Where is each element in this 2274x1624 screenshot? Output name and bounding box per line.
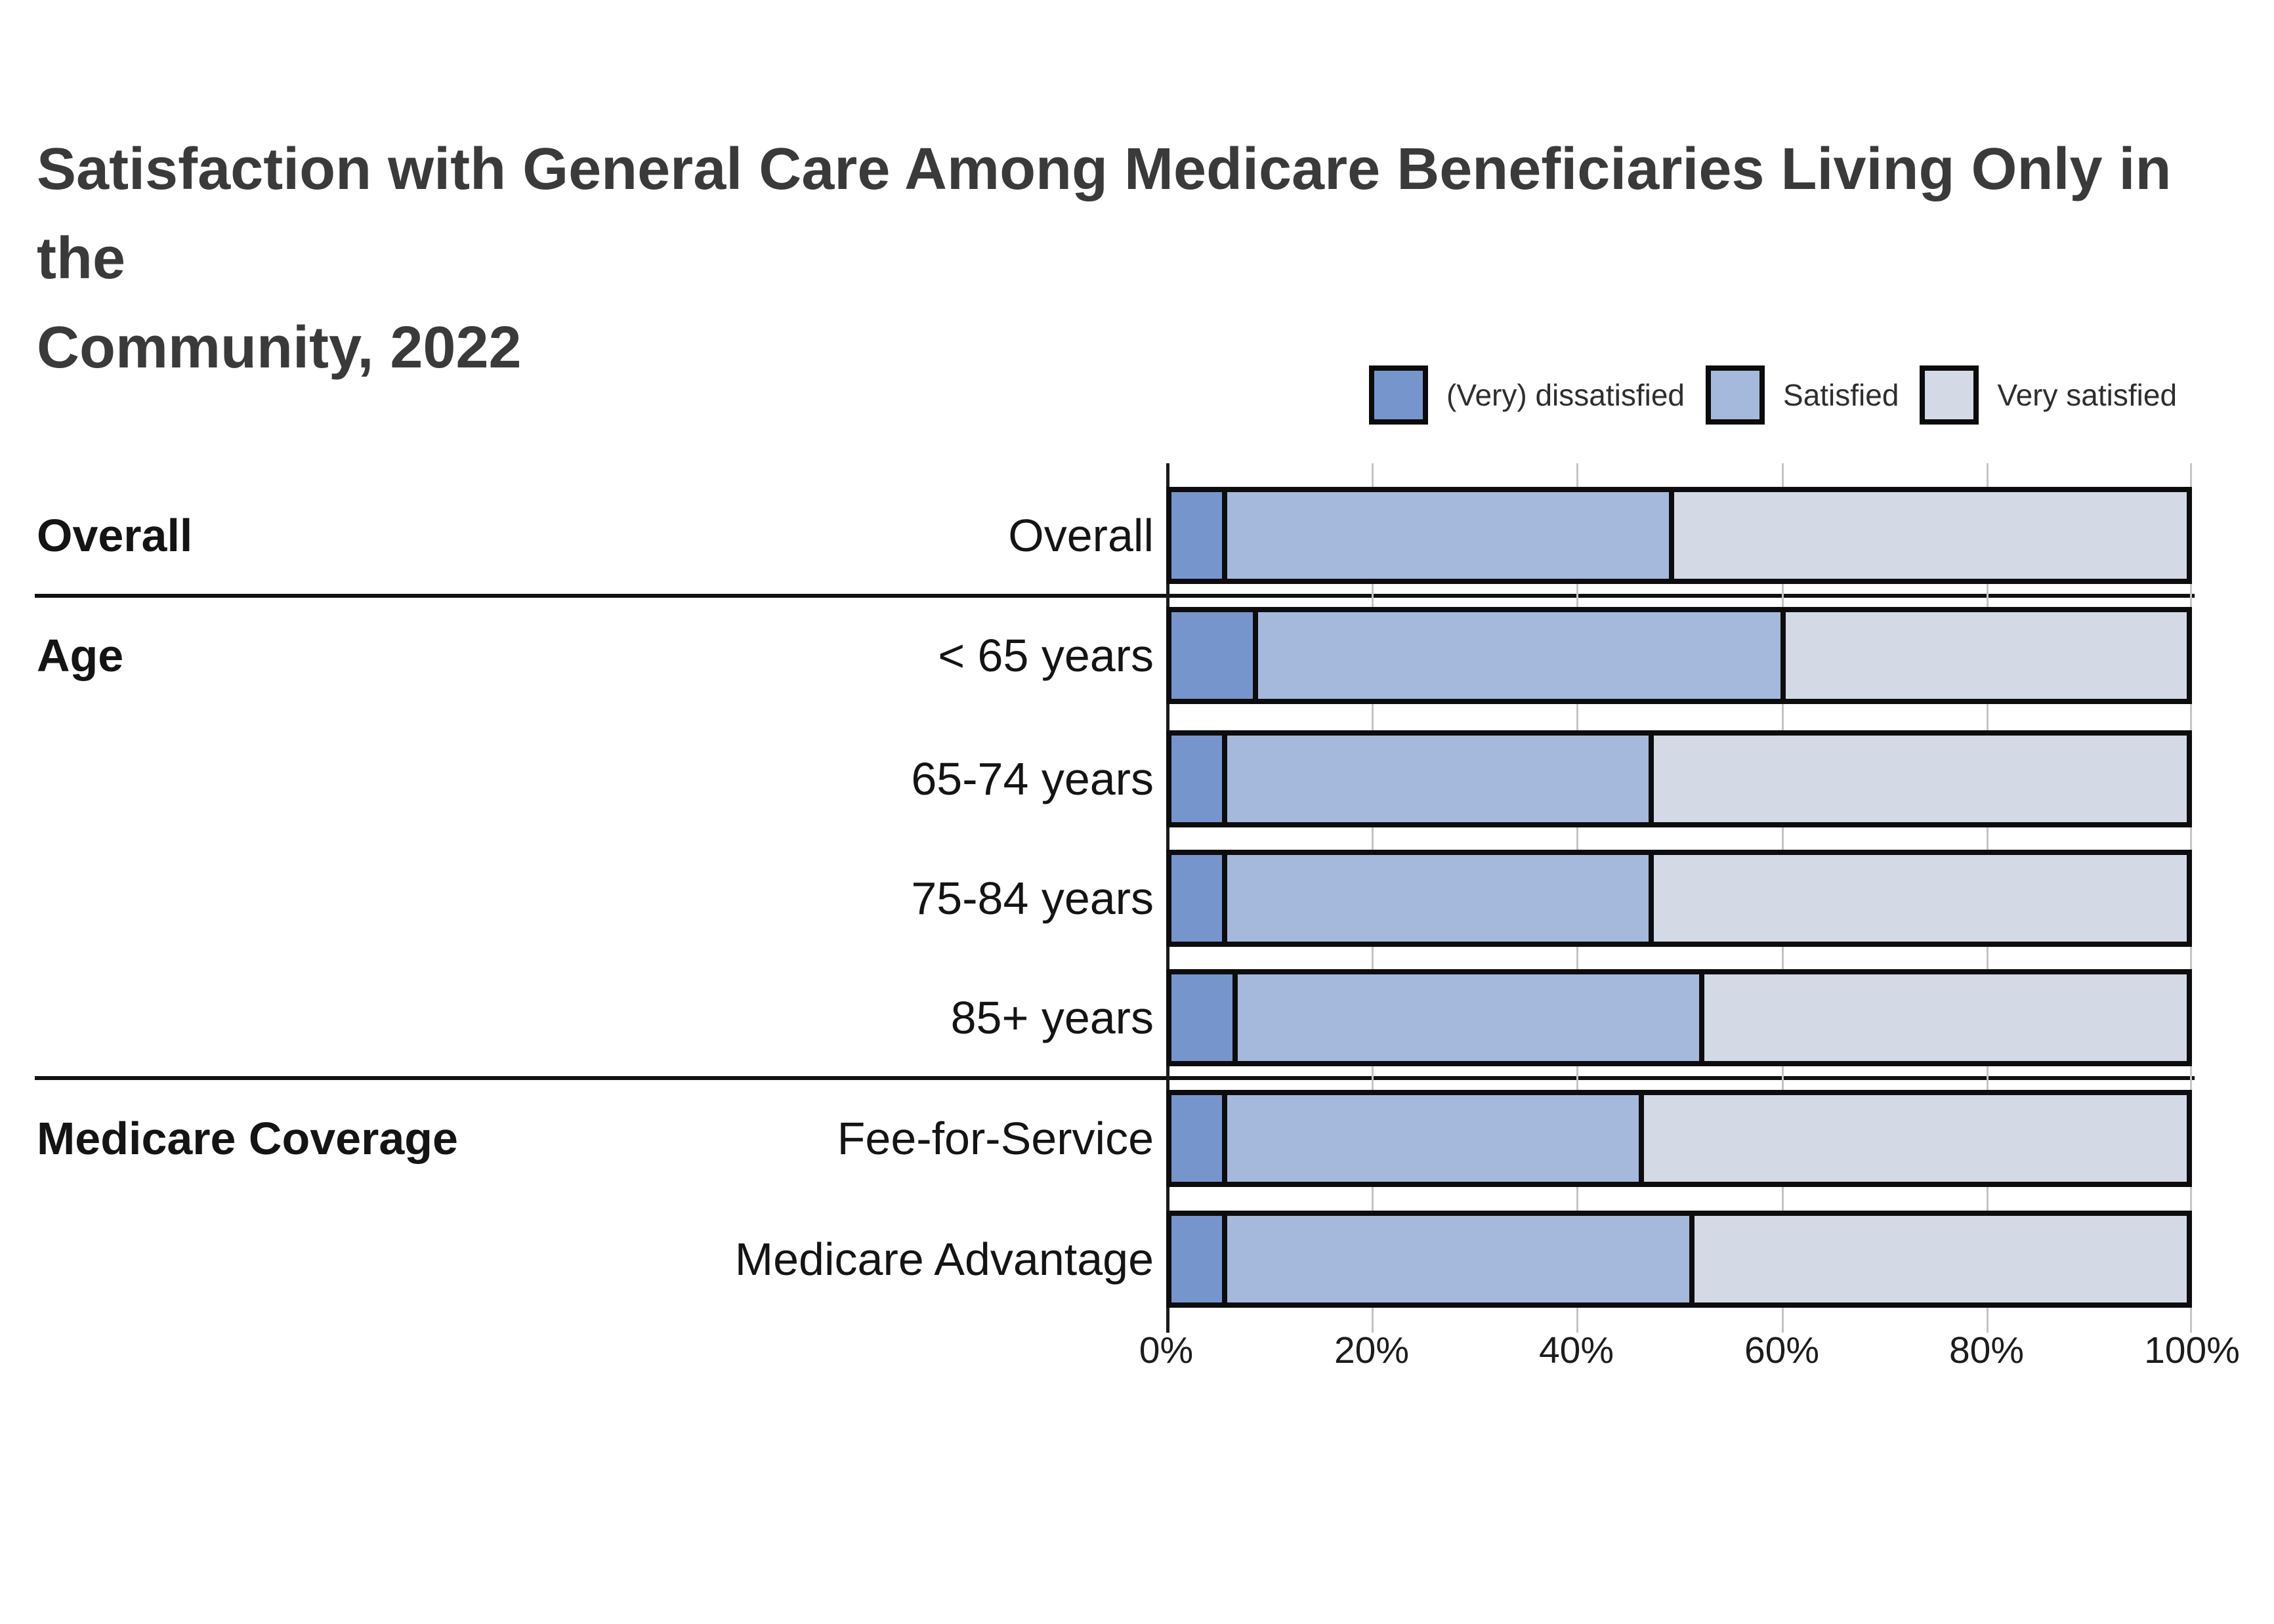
section-separator (35, 1076, 2195, 1080)
bar-segment-dissatisfied (1171, 974, 1232, 1061)
legend-label: (Very) dissatisfied (1446, 378, 1685, 412)
bar-segment-very-satisfied (1649, 736, 2187, 822)
bar-segment-satisfied (1232, 974, 1700, 1061)
legend-item-very-satisfied: Very satisfied (1920, 365, 2177, 425)
row-label-65-74: 65-74 years (911, 753, 1154, 804)
bar-85-plus (1166, 969, 2192, 1066)
section-label-overall: Overall (37, 510, 193, 561)
x-tick-0: 0% (1139, 1329, 1194, 1371)
legend-swatch-dissatisfied-icon (1369, 365, 1428, 425)
legend-label: Satisfied (1783, 378, 1899, 412)
bar-fee-for-service (1166, 1090, 2192, 1187)
bar-segment-very-satisfied (1669, 492, 2187, 579)
bar-segment-dissatisfied (1171, 1095, 1223, 1182)
bar-65-74 (1166, 730, 2192, 827)
bar-segment-very-satisfied (1649, 855, 2187, 942)
section-label-age: Age (37, 630, 124, 681)
row-label-75-84: 75-84 years (911, 873, 1154, 924)
row-label-overall: Overall (1008, 510, 1154, 561)
bar-segment-very-satisfied (1699, 974, 2187, 1061)
x-tick-40: 40% (1538, 1329, 1614, 1371)
chart-title: Satisfaction with General Care Among Med… (37, 125, 2242, 392)
bar-segment-satisfied (1222, 492, 1670, 579)
bar-75-84 (1166, 850, 2192, 947)
bar-segment-dissatisfied (1171, 612, 1253, 699)
legend-item-satisfied: Satisfied (1706, 365, 1899, 425)
plot-area (1166, 463, 2192, 1333)
bar-under-65 (1166, 607, 2192, 704)
x-tick-60: 60% (1744, 1329, 1820, 1371)
bar-segment-very-satisfied (1638, 1095, 2187, 1182)
section-separator (35, 594, 2195, 598)
bar-segment-very-satisfied (1689, 1216, 2187, 1302)
bar-segment-satisfied (1222, 1095, 1639, 1182)
x-tick-80: 80% (1948, 1329, 2025, 1371)
bar-segment-dissatisfied (1171, 1216, 1223, 1302)
row-label-85-plus: 85+ years (950, 992, 1154, 1043)
section-label-medicare-coverage: Medicare Coverage (37, 1113, 458, 1164)
bar-overall (1166, 487, 2192, 584)
chart-title-line-1: Satisfaction with General Care Among Med… (37, 136, 2172, 291)
legend-label: Very satisfied (1997, 378, 2178, 412)
legend-item-dissatisfied: (Very) dissatisfied (1369, 365, 1685, 425)
bar-segment-satisfied (1222, 736, 1649, 822)
legend-swatch-satisfied-icon (1706, 365, 1765, 425)
bar-segment-dissatisfied (1171, 736, 1223, 822)
bar-segment-very-satisfied (1780, 612, 2187, 699)
bar-segment-satisfied (1252, 612, 1781, 699)
bar-medicare-advantage (1166, 1211, 2192, 1308)
x-tick-20: 20% (1334, 1329, 1410, 1371)
legend-swatch-very-satisfied-icon (1920, 365, 1979, 425)
x-tick-100: 100% (2144, 1329, 2240, 1371)
bar-segment-satisfied (1222, 855, 1649, 942)
chart-title-line-2: Community, 2022 (37, 315, 522, 381)
legend: (Very) dissatisfied Satisfied Very satis… (1369, 365, 2177, 425)
bar-segment-dissatisfied (1171, 855, 1223, 942)
row-label-under-65: < 65 years (938, 630, 1154, 681)
bar-segment-satisfied (1222, 1216, 1689, 1302)
row-label-fee-for-service: Fee-for-Service (837, 1113, 1154, 1164)
bar-segment-dissatisfied (1171, 492, 1223, 579)
row-label-medicare-advantage: Medicare Advantage (734, 1234, 1154, 1285)
